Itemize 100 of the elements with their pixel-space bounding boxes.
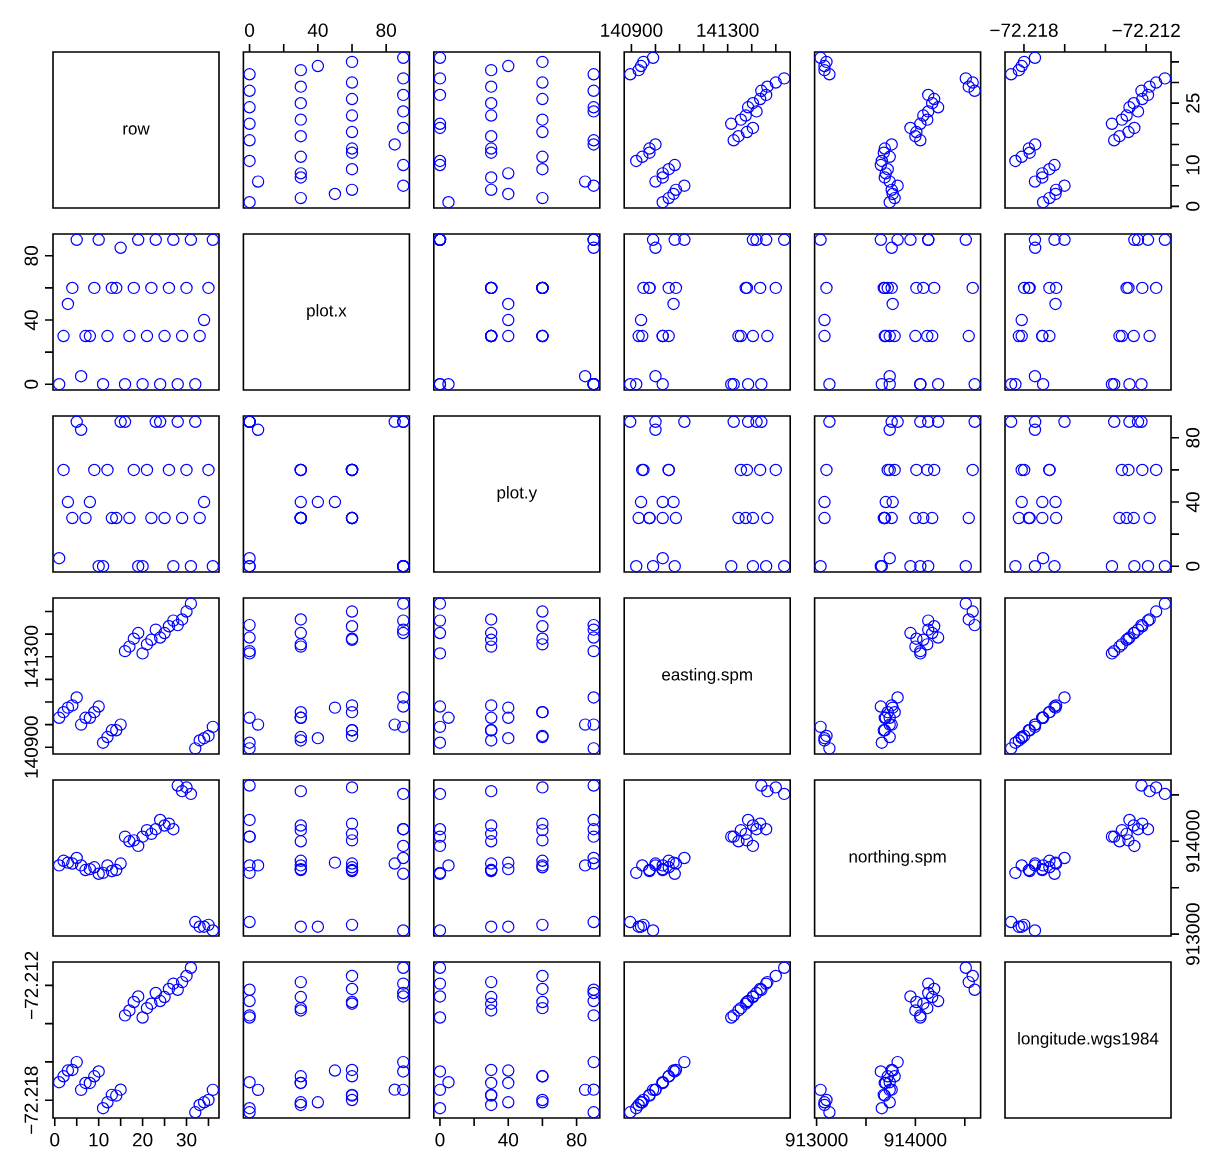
point xyxy=(433,1102,447,1115)
point xyxy=(1120,827,1133,841)
point xyxy=(1043,281,1056,295)
point xyxy=(502,701,515,714)
point xyxy=(769,281,782,295)
point xyxy=(875,378,888,391)
point xyxy=(502,1096,515,1109)
point xyxy=(79,329,92,343)
point xyxy=(587,851,600,865)
point xyxy=(888,1070,901,1083)
point xyxy=(910,463,923,477)
point xyxy=(587,1083,600,1096)
point xyxy=(1123,813,1136,827)
point xyxy=(52,1076,66,1089)
point xyxy=(536,620,549,633)
text: northing.spm xyxy=(849,850,946,866)
point xyxy=(79,711,92,725)
point xyxy=(294,80,307,93)
point xyxy=(746,560,760,573)
point xyxy=(397,121,410,135)
point xyxy=(885,511,898,525)
point xyxy=(587,779,600,792)
point xyxy=(1036,171,1049,184)
point xyxy=(881,1070,894,1083)
point xyxy=(886,495,899,509)
point xyxy=(732,129,745,143)
point xyxy=(243,859,256,872)
point xyxy=(243,1076,256,1089)
point xyxy=(127,834,141,847)
point xyxy=(917,281,930,295)
point xyxy=(397,787,410,801)
point xyxy=(294,734,307,747)
point xyxy=(105,864,119,878)
point xyxy=(1135,378,1148,391)
point xyxy=(92,867,105,880)
point xyxy=(397,623,410,636)
point xyxy=(1127,819,1140,832)
point xyxy=(484,109,498,122)
point xyxy=(118,378,132,391)
point xyxy=(1023,146,1036,159)
point xyxy=(1043,861,1056,874)
point xyxy=(536,191,549,205)
point xyxy=(823,378,836,391)
y-tick-label: 0 xyxy=(1186,561,1200,571)
point xyxy=(888,329,901,343)
point xyxy=(153,378,167,391)
point xyxy=(294,730,307,744)
point xyxy=(397,597,410,610)
point xyxy=(909,1004,922,1017)
point xyxy=(1128,121,1141,135)
y-tick-label: −72.212 xyxy=(24,951,38,1020)
point xyxy=(1022,142,1036,155)
point xyxy=(759,88,773,102)
point xyxy=(397,72,410,85)
point xyxy=(110,511,123,525)
point xyxy=(96,1102,110,1115)
point xyxy=(502,920,515,933)
point xyxy=(1043,329,1056,343)
point xyxy=(1135,779,1148,792)
point xyxy=(755,415,768,428)
point xyxy=(746,121,760,135)
point xyxy=(158,511,171,525)
point xyxy=(96,866,110,880)
point xyxy=(875,736,888,749)
point xyxy=(1028,175,1042,188)
point xyxy=(1141,560,1155,573)
point xyxy=(536,76,549,89)
point xyxy=(294,129,307,143)
point xyxy=(536,982,549,996)
x-tick-label: 140900 xyxy=(601,23,663,37)
point xyxy=(114,857,127,870)
point xyxy=(1122,834,1135,847)
point xyxy=(1017,281,1031,295)
point xyxy=(926,329,939,343)
point xyxy=(1107,134,1121,147)
point xyxy=(167,560,180,573)
x-tick-label: 80 xyxy=(376,23,396,37)
x-tick-label: −72.212 xyxy=(1112,23,1180,37)
point xyxy=(761,784,774,798)
point xyxy=(632,329,645,343)
point xyxy=(136,1011,149,1024)
point xyxy=(171,378,184,391)
point xyxy=(149,986,162,1000)
point xyxy=(643,146,656,159)
point xyxy=(484,171,498,184)
point xyxy=(922,105,935,118)
point xyxy=(484,784,498,798)
point xyxy=(484,1004,498,1017)
point xyxy=(66,1063,79,1077)
point xyxy=(878,171,891,184)
point xyxy=(927,92,941,106)
point xyxy=(433,597,447,610)
point xyxy=(79,1076,92,1090)
point xyxy=(345,605,359,618)
point xyxy=(294,784,307,798)
point xyxy=(484,626,498,640)
point xyxy=(921,638,934,651)
point xyxy=(388,718,401,731)
point xyxy=(1043,163,1056,176)
point xyxy=(823,68,836,81)
